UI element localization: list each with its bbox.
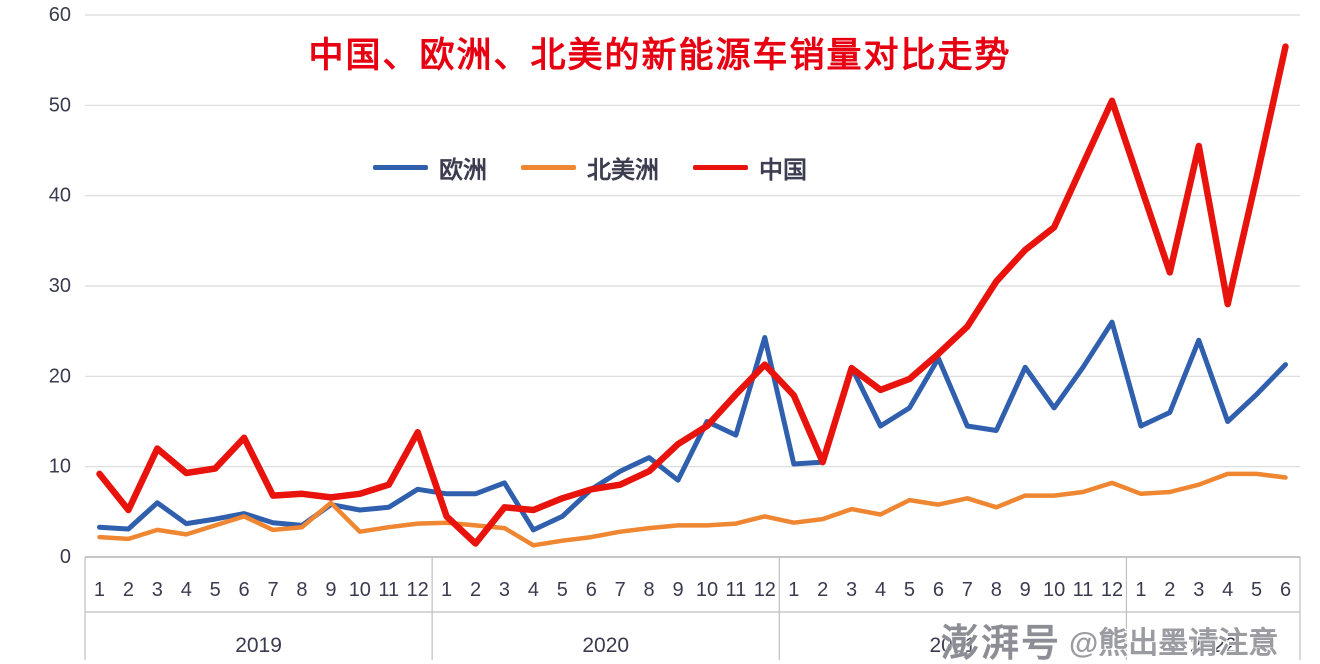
x-axis-month-label: 7	[962, 579, 973, 601]
y-axis-label: 60	[49, 4, 71, 26]
x-axis-month-label: 3	[1193, 579, 1204, 601]
legend-item-china: 中国	[693, 150, 807, 185]
x-axis-month-label: 5	[904, 579, 915, 601]
x-axis-month-label: 8	[644, 579, 655, 601]
x-axis-month-label: 10	[1043, 579, 1065, 601]
x-axis-month-label: 5	[1251, 579, 1262, 601]
x-axis-month-label: 9	[325, 579, 336, 601]
x-axis-year-label: 2021	[929, 634, 976, 657]
x-axis-month-label: 2	[1164, 579, 1175, 601]
x-axis-month-label: 2	[817, 579, 828, 601]
x-axis-month-label: 10	[696, 579, 718, 601]
x-axis-month-label: 3	[846, 579, 857, 601]
series-line-europe	[97, 319, 1288, 533]
x-axis-month-label: 6	[1280, 579, 1291, 601]
x-axis-month-label: 11	[378, 579, 399, 601]
x-axis-month-label: 2	[123, 579, 134, 601]
x-axis-month-label: 1	[441, 579, 452, 601]
series-line-north-america	[97, 471, 1288, 548]
x-axis-month-label: 6	[586, 579, 597, 601]
x-axis-month-label: 1	[94, 579, 105, 601]
x-axis-year-label: 2020	[582, 634, 629, 657]
x-axis-month-label: 3	[499, 579, 510, 601]
y-axis-label: 20	[49, 365, 71, 387]
legend-swatch-north-america	[521, 165, 576, 170]
x-axis-month-label: 6	[239, 579, 250, 601]
x-axis-month-label: 9	[1020, 579, 1031, 601]
watermark-text: @熊出墨请注意	[1069, 626, 1279, 660]
x-axis-month-label: 8	[991, 579, 1002, 601]
watermark-logo: 澎湃号	[941, 623, 1062, 664]
watermark: 澎湃号 @熊出墨请注意	[941, 612, 1278, 664]
x-axis-month-label: 8	[296, 579, 307, 601]
y-axis-label: 40	[49, 185, 71, 207]
x-axis-month-label: 4	[875, 579, 886, 601]
legend-label-north-america: 北美洲	[587, 157, 659, 184]
x-axis-month-label: 11	[726, 579, 747, 601]
y-axis-label: 10	[49, 456, 71, 478]
x-axis-month-label: 12	[754, 579, 776, 601]
series-line-china	[96, 43, 1289, 547]
x-axis-month-label: 12	[1101, 579, 1123, 601]
x-axis-month-label: 1	[1135, 579, 1146, 601]
legend-label-china: 中国	[759, 157, 807, 184]
x-axis-month-label: 4	[181, 579, 192, 601]
x-axis-month-label: 3	[152, 579, 163, 601]
legend-item-europe: 欧洲	[373, 150, 487, 185]
x-axis-month-label: 6	[933, 579, 944, 601]
x-axis-month-label: 10	[349, 579, 371, 601]
y-axis-label: 50	[49, 94, 71, 116]
x-axis-month-label: 7	[615, 579, 626, 601]
legend-swatch-europe	[373, 165, 428, 170]
x-axis-month-label: 12	[407, 579, 429, 601]
y-axis-label: 0	[60, 546, 71, 568]
legend-swatch-china	[693, 165, 748, 170]
legend-item-north-america: 北美洲	[521, 150, 659, 185]
x-axis-month-label: 1	[788, 579, 799, 601]
y-axis-label: 30	[49, 275, 71, 297]
x-axis-month-label: 4	[1222, 579, 1233, 601]
x-axis-month-label: 7	[267, 579, 278, 601]
x-axis-month-label: 5	[210, 579, 221, 601]
x-axis-month-label: 4	[528, 579, 539, 601]
x-axis-month-label: 9	[672, 579, 683, 601]
x-axis-month-label: 5	[557, 579, 568, 601]
x-axis-year-label: 2019	[235, 634, 282, 657]
x-axis-month-label: 11	[1073, 579, 1094, 601]
legend: 欧洲 北美洲 中国	[373, 150, 807, 185]
x-axis-month-label: 2	[470, 579, 481, 601]
x-axis-year-label: 2022	[1190, 634, 1237, 657]
legend-label-europe: 欧洲	[439, 157, 487, 184]
chart-title: 中国、欧洲、北美的新能源车销量对比走势	[308, 36, 1012, 75]
